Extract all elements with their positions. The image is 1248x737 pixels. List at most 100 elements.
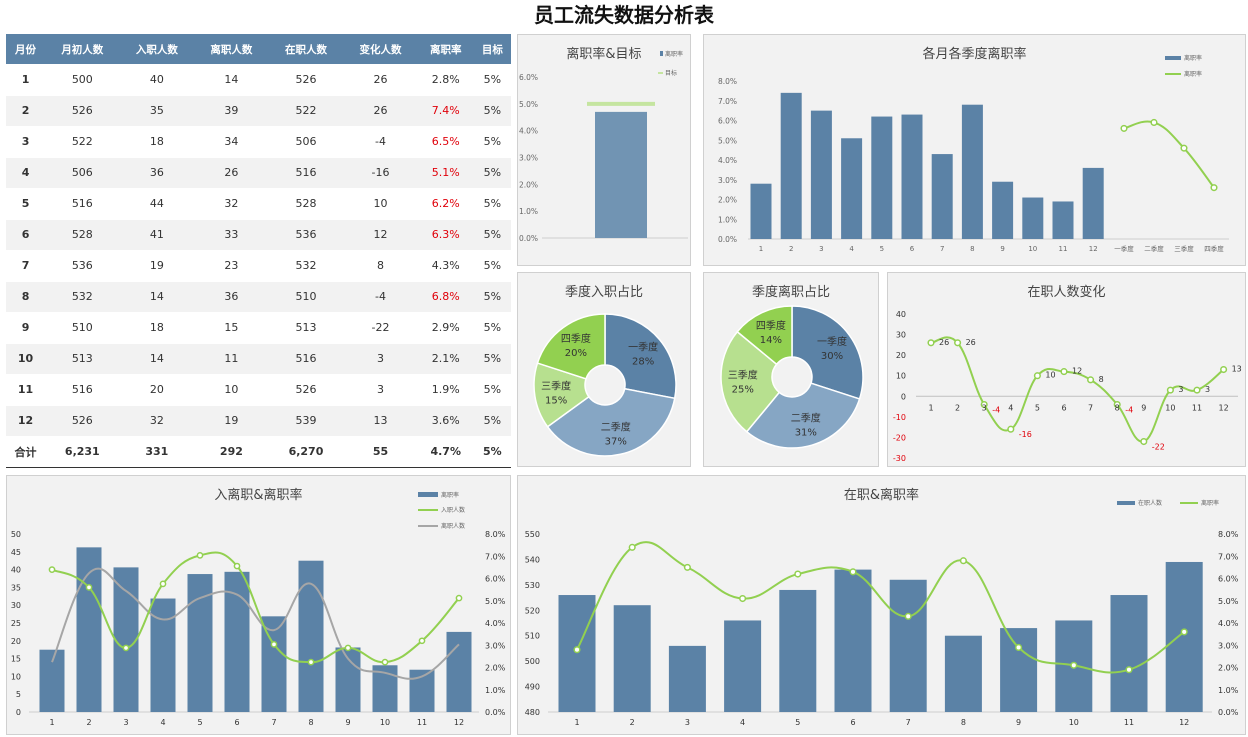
table-cell: 2.1% [417, 343, 474, 375]
month-bar [1082, 167, 1104, 239]
x-tick-label: 7 [1088, 403, 1093, 412]
slice-category-label: 三季度 [541, 380, 571, 393]
chart-title: 在职&离职率 [843, 488, 920, 503]
table-row: 10 513 14 11 516 3 2.1% 5% [6, 343, 511, 375]
hires-point [122, 644, 130, 652]
x-tick-label: 1 [49, 718, 54, 727]
table-cell: 532 [45, 281, 120, 313]
table-cell: 41 [119, 219, 195, 251]
y-tick-label: 6.0% [519, 73, 538, 82]
table-cell: 526 [45, 405, 120, 437]
x-tick-label: 2 [955, 403, 960, 412]
table-cell: 6.2% [417, 188, 474, 220]
x-tick-label: 3 [819, 245, 823, 253]
table-cell: 5% [473, 250, 511, 282]
month-bar [992, 181, 1014, 239]
table-cell: 6 [6, 219, 46, 251]
col-header: 月份 [6, 34, 46, 64]
y-tick-label: 8.0% [718, 77, 737, 86]
y-tick-label: 1.0% [519, 207, 538, 216]
table-cell: 26 [343, 95, 418, 127]
headcount-rate-panel: 在职&离职率 480 490 500 510 520 530 540 550 0.0% 1.0% 2… [517, 475, 1246, 735]
table-cell: -22 [343, 312, 418, 344]
col-header: 入职人数 [119, 34, 195, 64]
table-cell: 39 [194, 95, 269, 127]
x-tick-label: 6 [1061, 403, 1066, 412]
rate-bar [76, 547, 102, 712]
table-cell: 6.3% [417, 219, 474, 251]
turnover-table: 月份 月初人数 入职人数 离职人数 在职人数 变化人数 离职率 目标 1 500 4… [6, 34, 511, 468]
data-point [1166, 386, 1174, 394]
table-row: 1 500 40 14 526 26 2.8% 5% [6, 64, 511, 96]
y-tick-label: 20 [11, 637, 21, 646]
table-cell: 506 [268, 126, 344, 158]
x-tick-label: 11 [417, 718, 427, 727]
total-cell: 合计 [6, 435, 46, 468]
table-cell: 14 [194, 64, 269, 96]
y-tick-label: 15 [11, 655, 21, 664]
data-point [1087, 376, 1095, 384]
table-cell: 15 [194, 312, 269, 344]
x-tick-label: 11 [1059, 245, 1068, 253]
slice-value-label: 37% [605, 436, 627, 447]
table-cell: 528 [45, 219, 120, 251]
x-tick-label: 1 [928, 403, 933, 412]
pie-slice [736, 305, 793, 366]
rate-line [576, 541, 1185, 674]
data-point [1113, 400, 1121, 409]
y-tick-label: 480 [525, 708, 540, 717]
quarter-rate-line [1123, 120, 1215, 189]
leavers-line [51, 567, 460, 680]
slice-category-label: 二季度 [601, 420, 631, 433]
table-cell: 500 [45, 64, 120, 96]
headcount-bar [724, 620, 762, 712]
table-cell: 5% [473, 219, 511, 251]
rate-point [1125, 666, 1133, 674]
x-tick-label: 4 [1008, 403, 1013, 412]
x-tick-label: 11 [1124, 718, 1134, 727]
total-cell: 55 [343, 435, 418, 468]
x-tick-label: 一季度 [1114, 244, 1134, 253]
y2-tick-label: 8.0% [1218, 530, 1239, 539]
y2-tick-label: 3.0% [485, 641, 506, 650]
month-bar [1022, 197, 1044, 239]
y-tick-label: 25 [11, 619, 21, 628]
table-cell: 6.8% [417, 281, 474, 313]
rate-point [959, 557, 967, 565]
data-point [1033, 372, 1041, 380]
table-cell: 526 [45, 95, 120, 127]
y2-tick-label: 8.0% [485, 530, 506, 539]
slice-category-label: 三季度 [728, 369, 758, 382]
rate-point [1070, 661, 1078, 669]
table-cell: -4 [343, 126, 418, 158]
total-cell: 292 [194, 435, 269, 468]
chart-title: 季度入职占比 [564, 285, 643, 300]
table-cell: 36 [194, 281, 269, 313]
x-tick-label: 3 [982, 403, 987, 412]
headcount-bar [1165, 561, 1203, 712]
y-tick-label: 0 [901, 392, 906, 401]
x-tick-label: 7 [906, 718, 911, 727]
table-cell: 10 [194, 374, 269, 406]
table-row: 3 522 18 34 506 -4 6.5% 5% [6, 126, 511, 158]
y2-tick-label: 2.0% [1218, 664, 1239, 673]
x-tick-label: 10 [1165, 403, 1175, 412]
data-point [927, 339, 935, 347]
table-cell: 18 [119, 312, 195, 344]
monthly-quarterly-chart: 0.0%1.0%2.0%3.0%4.0%5.0%6.0%7.0%8.0%1 2 3 4… [718, 54, 1229, 253]
y-tick-label: 500 [525, 657, 540, 666]
y-tick-label: -30 [893, 454, 906, 463]
table-cell: 2.8% [417, 64, 474, 96]
rate-bar [261, 616, 287, 712]
table-cell: 528 [268, 188, 344, 220]
table-cell: 5 [6, 188, 46, 220]
y-tick-label: 3.0% [718, 176, 737, 185]
table-cell: 9 [6, 312, 46, 344]
slice-value-label: 28% [632, 356, 654, 367]
y2-tick-label: 5.0% [485, 597, 506, 606]
data-label: -4 [992, 406, 1000, 415]
y-tick-label: 5 [16, 690, 21, 699]
headcount-bar [1110, 595, 1148, 712]
x-tick-label: 1 [574, 718, 579, 727]
table-row: 12 526 32 19 539 13 3.6% 5% [6, 405, 511, 437]
